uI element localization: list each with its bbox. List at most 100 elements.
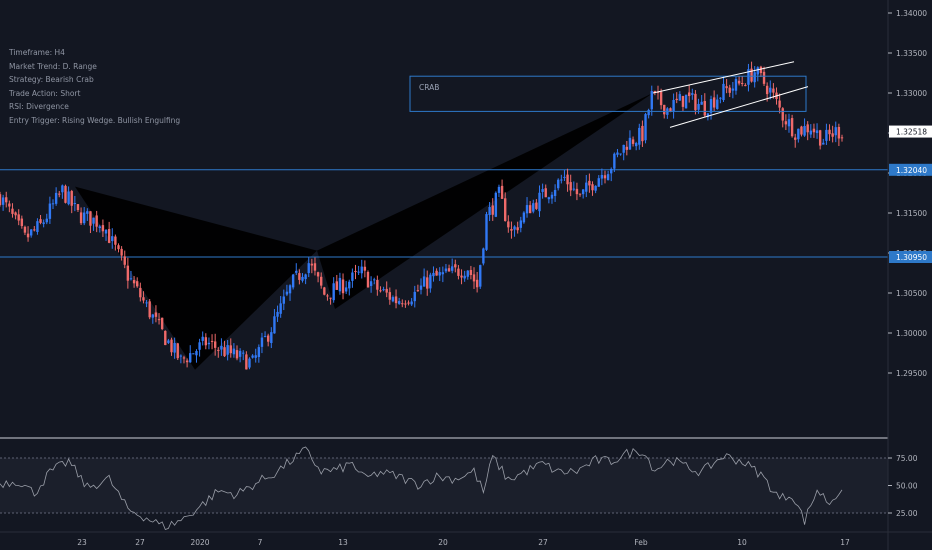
candle-body-264	[822, 142, 825, 145]
candle-body-109	[338, 277, 342, 292]
candle-body-268	[834, 127, 837, 136]
crab-prz-box[interactable]	[409, 75, 807, 112]
price-tick-label: 1.33000	[896, 89, 927, 98]
candle-body-113	[351, 272, 354, 281]
candle-body-58	[179, 355, 183, 357]
candle-body-44	[136, 281, 139, 287]
candle-body-216	[672, 99, 675, 112]
candle-body-153	[475, 279, 479, 288]
candle-body-34	[104, 229, 108, 234]
candle-body-26	[79, 212, 83, 224]
level-price-tag	[889, 251, 932, 263]
candle-body-189	[588, 180, 591, 186]
candle-body-43	[132, 280, 136, 284]
candle-body-212	[659, 91, 663, 106]
candle-body-61	[189, 353, 192, 363]
candle-body-99	[307, 263, 310, 273]
time-tick-label: 17	[840, 538, 850, 547]
candle-body-35	[107, 229, 111, 243]
price-tick-label: 1.34000	[896, 9, 927, 18]
candle-body-159	[494, 192, 498, 217]
candle-body-86	[266, 335, 270, 342]
candle-body-194	[603, 175, 607, 179]
candle-body-82	[254, 355, 257, 358]
candle-body-160	[497, 186, 501, 193]
candle-body-251	[781, 108, 784, 121]
candle-body-241	[750, 68, 753, 82]
candle-body-11	[33, 229, 36, 231]
candle-body-30	[92, 217, 95, 224]
candle-body-68	[210, 340, 214, 342]
candle-body-24	[73, 203, 77, 205]
candle-body-258	[803, 126, 806, 136]
candle-body-218	[678, 94, 682, 101]
candle-body-242	[753, 72, 756, 83]
candle-body-186	[578, 193, 582, 195]
wedge-line-1[interactable]	[669, 86, 809, 128]
candle-body-146	[454, 264, 457, 268]
candle-body-230	[716, 99, 719, 109]
candle-body-205	[638, 127, 641, 145]
candle-body-210	[653, 90, 657, 93]
candle-body-267	[831, 133, 834, 137]
candle-body-56	[173, 342, 176, 353]
candle-body-239	[744, 85, 747, 87]
candle-body-179	[557, 179, 560, 189]
candle-body-88	[273, 316, 276, 334]
candle-body-22	[67, 191, 70, 205]
wedge-line-0[interactable]	[652, 61, 795, 94]
current-price-text: 1.32518	[896, 128, 927, 137]
candle-body-172	[535, 202, 538, 209]
info-timeframe: Timeframe: H4	[9, 48, 65, 57]
candle-body-174	[541, 189, 544, 192]
candle-body-29	[89, 211, 92, 226]
candle-body-133	[413, 291, 416, 302]
candle-body-52	[160, 317, 164, 330]
candle-body-2	[5, 197, 8, 203]
candle-body-73	[226, 345, 229, 355]
candle-body-203	[631, 139, 635, 144]
candle-body-225	[700, 101, 703, 105]
candle-body-199	[619, 153, 622, 155]
crab-label: CRAB	[419, 83, 439, 92]
candle-body-191	[594, 185, 597, 191]
candle-body-126	[391, 297, 395, 302]
candle-body-168	[522, 212, 526, 223]
candle-body-158	[491, 205, 494, 215]
candle-body-215	[669, 108, 672, 113]
candle-body-180	[560, 179, 563, 181]
candle-body-39	[120, 248, 123, 256]
crab-pattern-bcd	[317, 93, 653, 309]
candle-body-197	[613, 153, 616, 169]
candle-body-265	[825, 129, 828, 141]
candle-body-143	[444, 268, 448, 272]
candle-body-72	[223, 347, 226, 357]
candle-body-163	[507, 221, 510, 228]
candle-body-13	[39, 219, 42, 223]
candle-body-21	[64, 185, 67, 203]
candle-body-69	[213, 341, 217, 348]
candle-body-141	[438, 272, 441, 276]
candle-body-171	[532, 203, 535, 212]
candle-body-254	[790, 118, 794, 137]
candle-body-245	[762, 71, 766, 84]
candle-body-244	[759, 66, 763, 74]
candle-body-262	[815, 130, 819, 134]
candle-body-46	[142, 297, 145, 301]
rsi-tick-label: 25.00	[896, 509, 918, 518]
candle-body-87	[270, 332, 273, 344]
candle-body-115	[357, 271, 360, 273]
candle-body-17	[51, 203, 55, 205]
candle-body-183	[569, 182, 572, 191]
candle-body-9	[26, 233, 30, 238]
candle-body-220	[684, 94, 688, 109]
candle-body-91	[282, 296, 285, 304]
candle-body-38	[117, 245, 120, 250]
candle-body-70	[217, 349, 220, 351]
candle-body-162	[504, 198, 507, 221]
candle-body-124	[385, 288, 388, 293]
candle-body-263	[818, 130, 822, 146]
candle-body-138	[429, 274, 432, 289]
candle-body-47	[145, 302, 148, 304]
